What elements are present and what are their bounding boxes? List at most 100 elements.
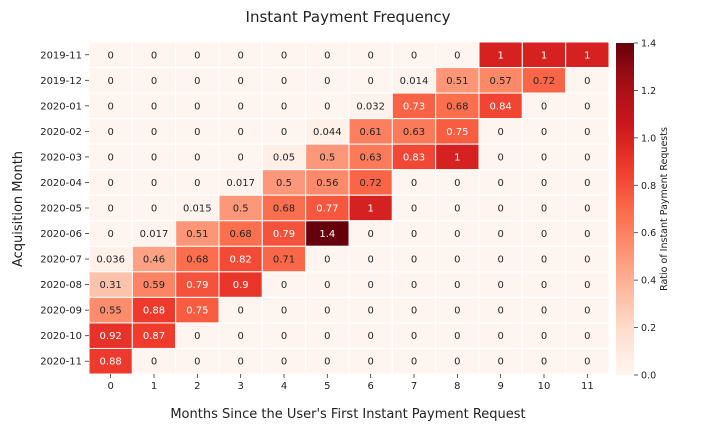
heatmap-cell: [305, 296, 350, 324]
cell-value-label: 0: [584, 101, 590, 112]
cell-value-label: 0: [237, 50, 243, 61]
cell-value-label: 0: [411, 50, 417, 61]
x-tick-labels: 0 1 2 3 4 5 6 7 8 9 10 11: [107, 374, 594, 392]
cell-value-label: 0: [194, 101, 200, 112]
cell-value-label: 0: [324, 101, 330, 112]
cell-value-label: 0.61: [360, 127, 382, 138]
cell-value-label: 0.68: [273, 204, 295, 215]
cell-value-label: 0: [151, 357, 157, 368]
cell-value-label: 0: [541, 331, 547, 342]
heatmap-cell: [565, 92, 610, 120]
cell-value-label: 0: [584, 127, 590, 138]
heatmap-cell: [175, 245, 220, 273]
cell-value-label: 0: [324, 76, 330, 87]
heatmap-cell: [521, 296, 567, 324]
cell-value-label: 0: [454, 306, 460, 317]
x-tick-label: 9: [497, 381, 503, 392]
cell-value-label: 0.82: [230, 255, 252, 266]
cell-value-label: 0: [281, 306, 287, 317]
cell-value-label: 0: [454, 204, 460, 215]
cell-value-label: 0: [541, 127, 547, 138]
cell-value-label: 0.72: [533, 76, 555, 87]
heatmap-cell: [261, 67, 307, 94]
cell-value-label: 0: [281, 76, 287, 87]
cell-value-label: 0: [584, 204, 590, 215]
cell-value-label: 0: [541, 178, 547, 189]
cell-value-label: 0.87: [143, 331, 165, 342]
cell-value-label: 0: [367, 229, 373, 240]
colorbar-tick-label: 0.4: [641, 276, 656, 287]
heatmap-cell: [218, 220, 263, 247]
cell-value-label: 0: [107, 178, 113, 189]
cell-value-label: 0.68: [186, 255, 208, 266]
cell-value-label: 0: [324, 255, 330, 266]
heatmap-cell: [131, 271, 177, 298]
cell-value-label: 0: [497, 357, 503, 368]
cell-value-label: 0: [107, 152, 113, 163]
heatmap-cell: [521, 322, 567, 349]
heatmap-cell: [348, 169, 393, 196]
cell-value-label: 0: [194, 152, 200, 163]
y-tick-label: 2020-01: [40, 101, 82, 112]
cell-value-label: 0: [281, 357, 287, 368]
x-tick-label: 3: [237, 381, 243, 392]
heatmap-cell: [435, 118, 480, 145]
heatmap-cell: [478, 194, 523, 222]
heatmap-cell: [565, 169, 610, 196]
cell-value-label: 0: [584, 306, 590, 317]
heatmap-cell: [305, 194, 350, 222]
cell-value-label: 0: [237, 152, 243, 163]
cell-value-label: 0.51: [446, 76, 468, 87]
cell-value-label: 0: [411, 255, 417, 266]
cell-value-label: 0: [367, 306, 373, 317]
colorbar-tick-label: 0.2: [641, 323, 656, 334]
cell-value-label: 0: [324, 280, 330, 291]
cell-value-label: 0.75: [446, 127, 468, 138]
y-tick-label: 2019-12: [40, 76, 82, 87]
heatmap-cell: [348, 271, 393, 298]
cell-value-label: 0: [281, 280, 287, 291]
heatmap-cell: [305, 245, 350, 273]
heatmap-cell: [565, 322, 610, 349]
x-tick-label: 11: [581, 381, 594, 392]
cell-value-label: 0: [107, 50, 113, 61]
cell-value-label: 0: [497, 178, 503, 189]
cell-value-label: 0: [194, 76, 200, 87]
cell-value-label: 0.88: [143, 306, 165, 317]
cell-value-label: 0.017: [226, 178, 255, 189]
heatmap-cell: [88, 347, 133, 375]
heatmap-cell: [131, 194, 177, 222]
heatmap-cell: [175, 194, 220, 222]
y-tick-label: 2020-09: [40, 306, 82, 317]
cell-value-label: 0: [194, 357, 200, 368]
cell-value-label: 0: [367, 255, 373, 266]
heatmap-cell: [565, 271, 610, 298]
cell-value-label: 0: [367, 280, 373, 291]
heatmap-cell: [131, 245, 177, 273]
heatmap-cell: [348, 92, 393, 120]
y-tick-label: 2020-04: [40, 178, 82, 189]
cell-value-label: 0.79: [186, 280, 208, 291]
cell-value-label: 0: [324, 357, 330, 368]
cell-value-label: 0: [584, 152, 590, 163]
heatmap-cell: [435, 296, 480, 324]
cell-value-label: 0: [454, 357, 460, 368]
cell-value-label: 0.05: [273, 152, 295, 163]
cell-value-label: 0: [151, 152, 157, 163]
x-tick-label: 4: [281, 381, 287, 392]
cell-value-label: 0: [324, 331, 330, 342]
heatmap-cell: [88, 169, 133, 196]
heatmap-cell: [565, 67, 610, 94]
cell-value-label: 0: [497, 255, 503, 266]
colorbar-tick-label: 0.6: [641, 228, 656, 239]
heatmap-cell: [565, 347, 610, 375]
cell-value-label: 0: [281, 50, 287, 61]
x-tick-label: 0: [107, 381, 113, 392]
colorbar-tick-label: 1.4: [641, 39, 656, 50]
cell-value-label: 0.017: [140, 229, 169, 240]
heatmap-cell: [218, 169, 263, 196]
cell-value-label: 0: [541, 229, 547, 240]
cell-value-label: 0: [541, 255, 547, 266]
cell-value-label: 0: [151, 101, 157, 112]
cell-value-label: 0: [541, 152, 547, 163]
